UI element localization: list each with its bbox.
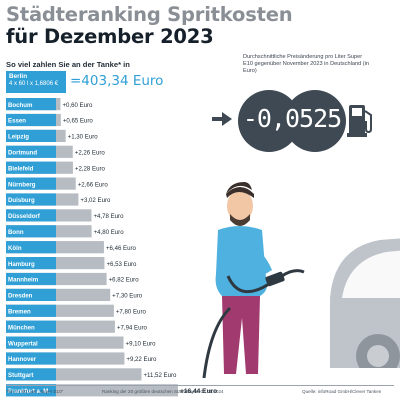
value-label: +7,30 Euro <box>112 293 143 300</box>
bar-row: Bremen +7,80 Euro <box>6 304 147 317</box>
bar-row: Köln +6,46 Euro <box>6 241 137 254</box>
bar-row: Bonn +4,80 Euro <box>6 225 125 238</box>
value-label: +2,26 Euro <box>75 150 106 157</box>
price-change-value: -0,0525 <box>242 104 342 133</box>
arrow-right-icon <box>212 112 232 126</box>
value-label: +6,82 Euro <box>109 277 140 284</box>
category-label-box <box>6 225 56 238</box>
category-label: Leipzig <box>8 134 29 141</box>
bar-row: Bochum +0,60 Euro <box>6 98 93 111</box>
category-label-box <box>6 272 56 286</box>
berlin-box: Berlin 4 x 60 l x 1,6806 € <box>6 71 66 93</box>
value-label: +6,53 Euro <box>106 261 137 268</box>
category-label: Frankfurt a. M. <box>8 388 50 395</box>
value-label: +0,60 Euro <box>62 102 93 109</box>
bar-row: München +7,94 Euro <box>6 320 148 333</box>
category-label: Essen <box>8 118 26 125</box>
berlin-total: =403,34 Euro <box>70 73 164 89</box>
category-label: Nürnberg <box>8 181 36 188</box>
category-label-box <box>6 193 56 206</box>
category-label: Wuppertal <box>8 340 38 347</box>
value-label: +9,22 Euro <box>126 356 157 363</box>
bar-row: Mannheim +6,82 Euro <box>6 272 140 286</box>
value-label: +11,52 Euro <box>143 372 177 379</box>
title: Städteranking Spritkosten für Dezember 2… <box>6 3 293 49</box>
category-label-box <box>6 145 56 158</box>
person-refueling-illustration <box>202 182 305 378</box>
category-label: Köln <box>8 245 22 252</box>
bar-row: Leipzig +1,30 Euro <box>6 129 99 142</box>
bar-row: Essen +0,65 Euro <box>6 113 94 127</box>
price-change-note: Durchschnittliche Preisänderung pro Lite… <box>243 54 369 74</box>
title-line-1: Städteranking Spritkosten <box>6 3 293 26</box>
category-label: Bochum <box>8 102 33 109</box>
category-label-box <box>6 336 56 349</box>
category-label-box <box>6 368 56 381</box>
category-label-box <box>6 352 56 365</box>
bar-row: Wuppertal +9,10 Euro <box>6 336 157 349</box>
value-label: +6,46 Euro <box>106 245 137 252</box>
value-label: +2,28 Euro <box>75 165 106 172</box>
footer-rule <box>6 385 394 386</box>
subtitle: So viel zahlen Sie an der Tanke* in <box>6 60 130 69</box>
category-label-box <box>6 177 56 190</box>
category-label-box <box>6 320 56 333</box>
category-label-box <box>6 384 56 397</box>
bar-row: Dresden +7,30 Euro <box>6 288 143 301</box>
category-label: Hamburg <box>8 261 35 268</box>
title-line-2: für Dezember 2023 <box>6 25 214 49</box>
value-label: +7,94 Euro <box>117 324 148 331</box>
bar-row: Stuttgart +11,52 Euro <box>6 368 177 381</box>
category-label: Hannover <box>8 356 37 363</box>
bar-row: Düsseldorf +4,78 Euro <box>6 209 124 222</box>
category-label: Dortmund <box>8 150 37 157</box>
category-label: Dresden <box>8 293 33 300</box>
category-label-box <box>6 129 56 142</box>
footer-date: Stand: 01.01.2024 <box>186 389 224 394</box>
category-label: Stuttgart <box>8 372 33 379</box>
value-label: +7,80 Euro <box>116 309 147 316</box>
value-label: +16,44 Euro <box>180 388 217 395</box>
category-label: Bonn <box>8 229 24 236</box>
category-label: München <box>8 324 35 331</box>
bar-row: Hannover +9,22 Euro <box>6 352 157 365</box>
coin-right <box>284 90 346 152</box>
berlin-city: Berlin <box>9 73 28 80</box>
footer-note: *für 4 x 60 Liter „Super E10" <box>6 389 64 394</box>
bar-row: Bielefeld +2,28 Euro <box>6 161 106 174</box>
value-label: +4,78 Euro <box>93 213 124 220</box>
category-label-box <box>6 304 56 317</box>
category-label-box <box>6 161 56 174</box>
value-label: +9,10 Euro <box>126 340 157 347</box>
footer-source: Quelle: infoRoad GmbH/Clever Tanken <box>302 389 382 394</box>
category-label: Bielefeld <box>8 165 34 172</box>
category-label-box <box>6 257 56 270</box>
category-label-box <box>6 113 56 127</box>
footer-ranking: Ranking der 20 größten deutschen Städte <box>102 389 188 394</box>
price-change-coins <box>238 90 346 152</box>
bar-row: Hamburg +6,53 Euro <box>6 257 137 270</box>
category-label: Mannheim <box>8 277 39 284</box>
category-label-box <box>6 288 56 301</box>
value-label: +0,65 Euro <box>63 118 94 125</box>
bar-row: Frankfurt a. M. +16,44 Euro <box>6 384 217 397</box>
category-label-box <box>6 209 56 222</box>
category-label-box <box>6 98 56 111</box>
car-illustration <box>330 238 400 368</box>
category-label: Duisburg <box>8 197 35 204</box>
bar-row: Nürnberg +2,66 Euro <box>6 177 109 190</box>
value-label: +4,80 Euro <box>94 229 125 236</box>
fuel-pump-icon <box>347 105 372 137</box>
value-label: +3,02 Euro <box>80 197 111 204</box>
value-label: +2,66 Euro <box>78 181 109 188</box>
category-label-box <box>6 241 56 254</box>
category-label: Düsseldorf <box>8 213 41 220</box>
value-label: +1,30 Euro <box>68 134 99 141</box>
bar-row: Duisburg +3,02 Euro <box>6 193 111 206</box>
bar-row: Dortmund +2,26 Euro <box>6 145 106 158</box>
category-label: Bremen <box>8 309 31 316</box>
berlin-formula: 4 x 60 l x 1,6806 € <box>9 80 59 87</box>
